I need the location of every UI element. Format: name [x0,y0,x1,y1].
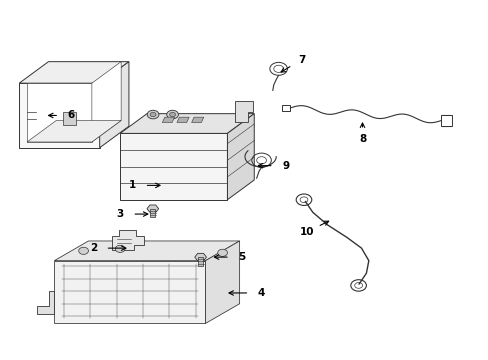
Polygon shape [235,101,252,122]
Text: 5: 5 [238,252,245,262]
Polygon shape [100,62,129,148]
Text: 9: 9 [282,161,289,171]
Circle shape [217,249,227,256]
Text: 10: 10 [300,226,314,237]
Polygon shape [147,205,158,212]
Text: 4: 4 [257,288,264,298]
Circle shape [79,247,88,255]
Bar [441,115,451,126]
Circle shape [169,112,175,117]
Polygon shape [194,253,206,261]
Polygon shape [205,241,239,323]
Text: 6: 6 [68,111,75,121]
Polygon shape [27,83,92,142]
Polygon shape [198,257,203,266]
Polygon shape [19,83,100,148]
Circle shape [150,112,156,117]
Text: 2: 2 [89,243,97,253]
Bar [281,105,290,111]
Polygon shape [54,261,205,323]
Polygon shape [27,121,121,142]
Polygon shape [19,62,129,83]
Polygon shape [177,117,189,122]
Polygon shape [120,114,254,134]
Polygon shape [191,117,203,122]
Circle shape [115,245,125,252]
Polygon shape [120,134,227,200]
Circle shape [147,110,159,119]
Polygon shape [37,291,54,315]
Text: 8: 8 [358,134,366,144]
Polygon shape [54,241,239,261]
Circle shape [166,110,178,119]
Text: 1: 1 [128,180,136,190]
Text: 3: 3 [116,209,123,219]
Polygon shape [92,62,121,142]
Polygon shape [227,114,254,200]
Polygon shape [150,209,155,217]
Polygon shape [112,230,143,250]
Polygon shape [162,117,174,122]
Text: 7: 7 [297,54,305,64]
Polygon shape [63,112,76,125]
